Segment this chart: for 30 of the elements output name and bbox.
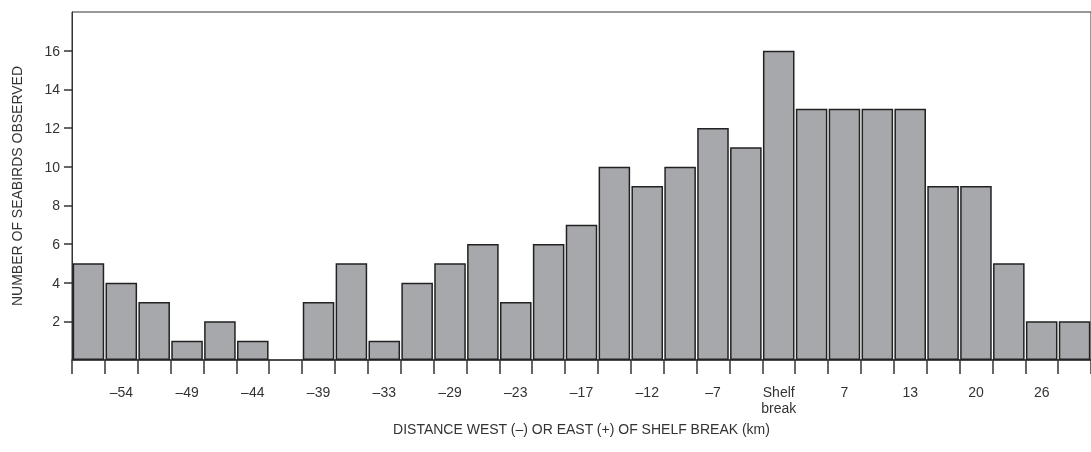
x-tick-label: –29 (438, 384, 462, 400)
y-tick-label: 4 (52, 274, 61, 291)
y-axis-title: NUMBER OF SEABIRDS OBSERVED (9, 65, 25, 307)
x-tick-label: –17 (569, 384, 594, 400)
y-tick-label: 2 (52, 313, 61, 330)
x-tick-label: –54 (109, 384, 134, 400)
x-tick-label: –12 (635, 384, 660, 400)
y-tick-label: 6 (52, 236, 61, 252)
x-tick-label: –7 (705, 384, 721, 400)
x-tick-label: 7 (840, 384, 849, 400)
x-tick-label: –23 (504, 384, 528, 400)
y-tick-label: 8 (52, 197, 61, 214)
y-tick-label: 16 (44, 42, 61, 59)
x-axis-title: DISTANCE WEST (–) OR EAST (+) OF SHELF BREAK (km) (393, 421, 770, 437)
bar (72, 263, 105, 360)
y-tick-label: 14 (44, 81, 61, 98)
x-tick-label: –44 (241, 384, 265, 400)
x-tick-label: –39 (306, 384, 331, 400)
x-tick-label: 20 (968, 384, 984, 400)
x-tick-label: –33 (372, 384, 397, 400)
x-tick-label: 13 (902, 384, 919, 400)
y-tick-label: 12 (44, 120, 61, 136)
x-tick-label: Shelf break (761, 384, 798, 416)
x-tick-label: –49 (175, 384, 199, 400)
bar (302, 302, 335, 360)
x-tick-label: 26 (1033, 384, 1050, 400)
bar (828, 108, 861, 360)
bar (565, 224, 598, 360)
bar (1058, 321, 1091, 360)
y-tick-label: 10 (44, 158, 61, 175)
